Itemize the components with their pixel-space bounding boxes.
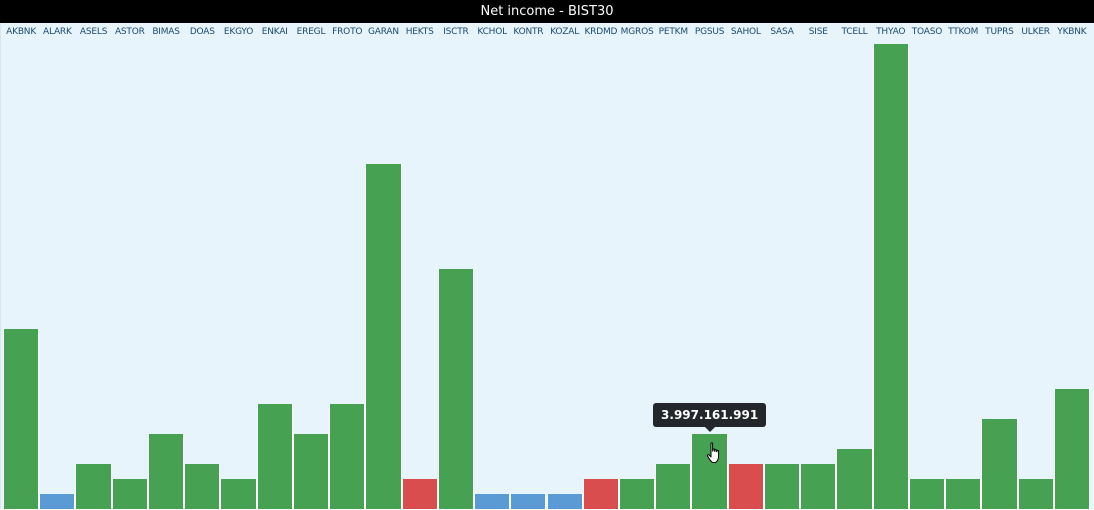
x-tick-label-eregl: EREGL [296,27,326,37]
x-tick-label-krdmd: KRDMD [584,27,618,37]
bar-asels[interactable] [75,464,112,509]
bar-thyao[interactable] [872,44,909,509]
plot-area [0,23,1094,509]
x-tick-label-ykbnk: YKBNK [1057,27,1087,37]
bar-akbnk[interactable] [3,329,40,509]
x-tick-label-alark: ALARK [42,27,72,37]
bar-froto[interactable] [329,404,366,509]
bar-bimas[interactable] [147,434,185,509]
x-tick-label-pgsus: PGSUS [694,27,725,37]
x-tick-label-isctr: ISCTR [443,27,469,37]
bar-kozal[interactable] [546,494,583,509]
x-tick-label-kchol: KCHOL [477,27,507,37]
bar-ttkom[interactable] [945,479,982,509]
x-tick-label-hekts: HEKTS [405,27,434,37]
x-tick-label-froto: FROTO [332,27,363,37]
x-tick-label-kontr: KONTR [513,27,544,37]
bar-tuprs[interactable] [981,419,1018,509]
bar-tcell[interactable] [836,449,873,509]
x-tick-label-sasa: SASA [770,27,794,37]
x-tick-label-ulker: ULKER [1021,27,1050,37]
value-tooltip: 3.997.161.991 [653,403,767,432]
chart-title: Net income - BIST30 [0,0,1094,23]
x-tick-label-thyao: THYAO [876,27,906,37]
bar-doas[interactable] [184,464,221,509]
x-tick-label-kozal: KOZAL [550,27,580,37]
x-tick-label-astor: ASTOR [114,27,145,37]
bar-kchol[interactable] [474,494,511,509]
x-tick-label-petkm: PETKM [658,27,688,37]
bar-alark[interactable] [39,494,76,509]
x-tick-label-doas: DOAS [189,27,215,37]
bar-astor[interactable] [111,479,148,509]
bar-petkm[interactable] [655,464,692,509]
bar-ykbnk[interactable] [1053,389,1090,509]
x-tick-label-enkai: ENKAI [261,27,288,37]
bar-ulker[interactable] [1017,479,1054,509]
bar-pgsus[interactable] [691,434,728,509]
bar-garan[interactable] [365,164,402,509]
bar-kontr[interactable] [510,494,547,509]
x-tick-label-tuprs: TUPRS [985,27,1014,37]
x-tick-label-garan: GARAN [367,27,399,37]
x-tick-label-asels: ASELS [79,27,108,37]
bar-mgros[interactable] [618,479,656,509]
x-tick-label-sahol: SAHOL [730,27,761,37]
x-tick-label-bimas: BIMAS [152,27,180,37]
x-tick-label-ekgyo: EKGYO [223,27,254,37]
bar-eregl[interactable] [292,434,330,509]
bar-hekts[interactable] [401,479,438,509]
x-tick-label-toaso: TOASO [911,27,943,37]
x-tick-label-tcell: TCELL [841,27,868,37]
x-tick-label-akbnk: AKBNK [6,27,37,37]
hand-pointer-icon [706,442,719,463]
x-tick-label-sise: SISE [808,27,828,37]
bar-enkai[interactable] [256,404,293,509]
bar-sise[interactable] [800,464,837,509]
x-tick-label-ttkom: TTKOM [948,27,979,37]
x-tick-label-mgros: MGROS [620,27,654,37]
bar-isctr[interactable] [437,269,475,509]
bar-ekgyo[interactable] [220,479,257,509]
bar-krdmd[interactable] [582,479,619,509]
bar-toaso[interactable] [908,479,946,509]
bar-sasa[interactable] [763,464,801,509]
bar-sahol[interactable] [727,464,764,509]
